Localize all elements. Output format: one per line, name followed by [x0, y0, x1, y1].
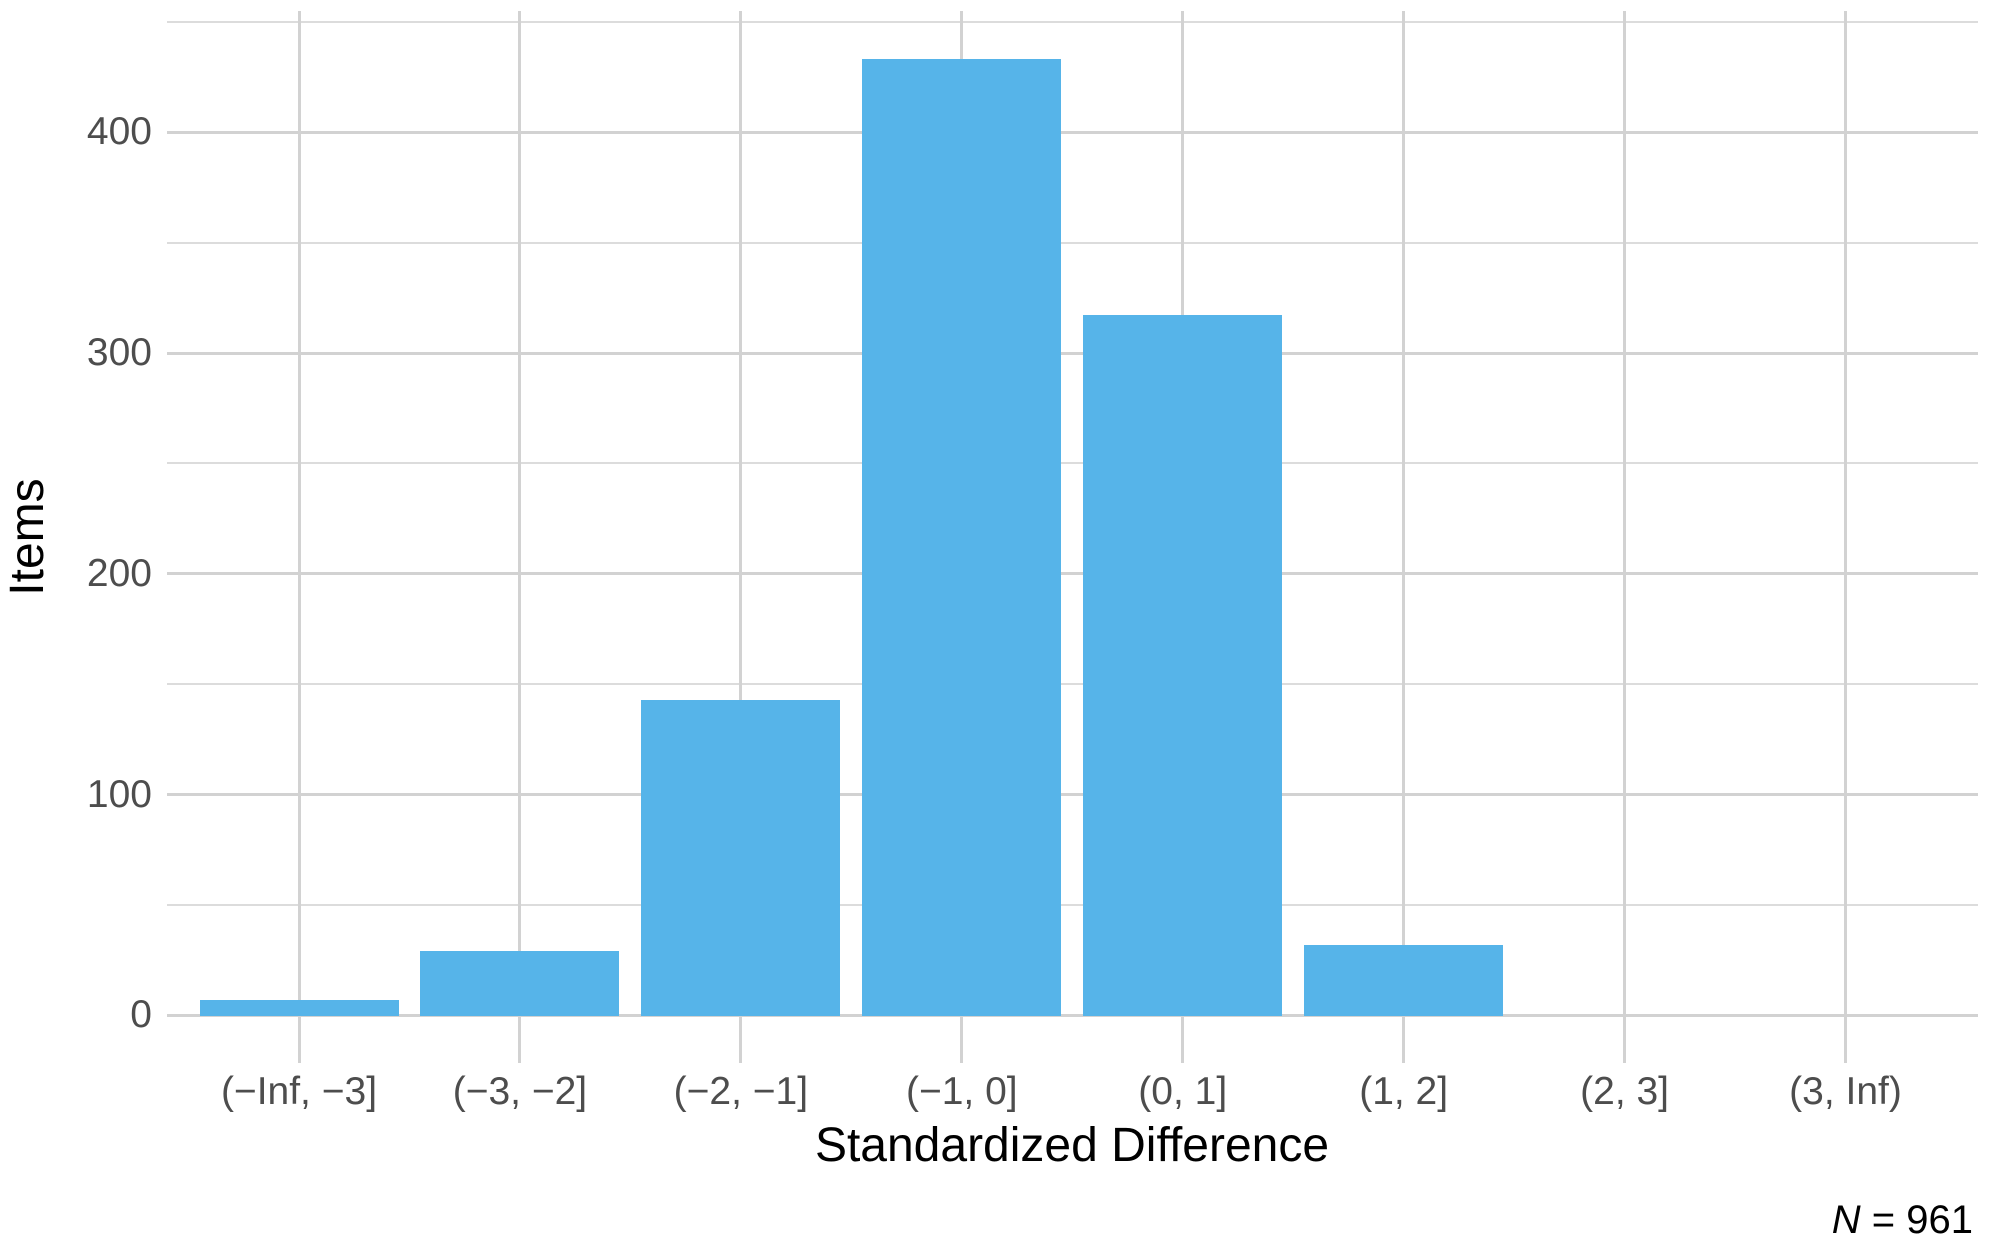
caption-n-symbol: N [1831, 1198, 1861, 1242]
y-tick-label: 300 [86, 331, 152, 374]
y-gridline-major [167, 1013, 1978, 1017]
histogram-bar [1083, 315, 1283, 1017]
y-gridline-minor [167, 20, 1978, 23]
x-tick-label: (−1, 0] [905, 1070, 1018, 1113]
y-gridline-major [167, 572, 1978, 576]
y-gridline-minor [167, 462, 1978, 465]
y-gridline-minor [167, 241, 1978, 244]
y-tick-label: 0 [130, 993, 152, 1037]
x-tick-label: (3, Inf) [1789, 1070, 1902, 1113]
histogram-bar [1304, 944, 1504, 1017]
x-tick-label: (0, 1] [1138, 1070, 1228, 1113]
x-tick-label: (−3, −2] [452, 1070, 588, 1113]
y-tick-label: 400 [86, 110, 152, 154]
x-gridline-major [1402, 11, 1406, 1063]
y-axis-title: Items [1, 478, 54, 596]
y-gridline-major [167, 351, 1978, 355]
x-gridline-major [739, 11, 743, 1063]
x-axis-title: Standardized Difference [814, 1119, 1330, 1172]
x-tick-label: (−2, −1] [673, 1070, 809, 1113]
histogram-bar [641, 699, 841, 1017]
x-tick-label: (1, 2] [1359, 1070, 1449, 1113]
x-gridline-major [297, 11, 301, 1063]
x-gridline-major [1844, 11, 1847, 1063]
caption-n-value: = 961 [1860, 1198, 1973, 1242]
y-gridline-major [167, 793, 1978, 797]
x-gridline-major [1623, 11, 1627, 1063]
histogram-bar [862, 59, 1062, 1017]
y-gridline-minor [167, 683, 1978, 686]
y-gridline-major [167, 130, 1978, 134]
y-tick-label: 200 [86, 551, 152, 595]
x-tick-label: (2, 3] [1580, 1070, 1670, 1113]
y-tick-label: 100 [86, 772, 152, 816]
x-gridline-major [518, 11, 522, 1063]
y-gridline-minor [167, 904, 1978, 906]
x-tick-label: (−Inf, −3] [220, 1070, 378, 1113]
histogram-bar [199, 999, 399, 1017]
histogram-bar [420, 951, 620, 1017]
sample-size-caption: N = 961 [1832, 1198, 1973, 1242]
